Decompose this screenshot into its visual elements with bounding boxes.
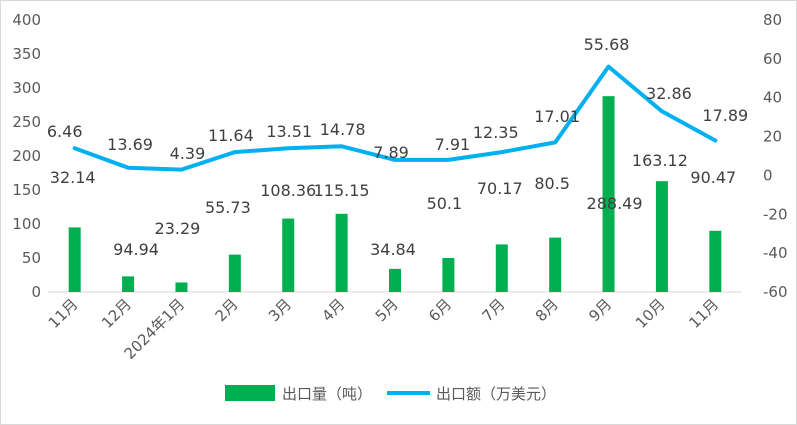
legend: 出口量（吨） 出口额（万美元） xyxy=(225,385,556,403)
bar xyxy=(175,282,188,292)
bar-data-label: 50.1 xyxy=(427,194,463,213)
bar-data-label: 90.47 xyxy=(690,168,736,187)
y-right-tick-label: -40 xyxy=(763,244,788,262)
bar xyxy=(495,244,508,292)
y-right-tick-label: -60 xyxy=(763,283,788,301)
y-right-tick-label: 20 xyxy=(763,128,782,146)
x-tick-label: 2月 xyxy=(212,295,242,325)
x-tick-label: 3月 xyxy=(265,295,295,325)
line-data-label: 12.35 xyxy=(473,123,519,142)
line-data-label: 7.89 xyxy=(373,143,409,162)
y-left-tick-label: 300 xyxy=(12,79,41,97)
line-data-label: 17.01 xyxy=(534,107,580,126)
line-data-label: 13.51 xyxy=(266,122,312,141)
bar-data-label: 32.14 xyxy=(50,168,96,187)
y-left-tick-label: 100 xyxy=(12,215,41,233)
y-left-tick-label: 50 xyxy=(22,249,41,267)
bar-data-label: 80.5 xyxy=(534,174,570,193)
bar xyxy=(709,230,722,292)
x-tick-label: 9月 xyxy=(585,295,615,325)
legend-label-bar: 出口量（吨） xyxy=(282,385,372,403)
x-tick-label: 7月 xyxy=(479,295,509,325)
x-tick-label: 6月 xyxy=(425,295,455,325)
bar-series xyxy=(68,96,722,292)
x-tick-label: 11月 xyxy=(685,295,722,332)
bar xyxy=(228,254,241,292)
bar xyxy=(68,227,81,292)
bar-data-label: 94.94 xyxy=(113,240,159,259)
line-data-label: 14.78 xyxy=(320,120,366,139)
x-tick-label: 10月 xyxy=(632,295,669,332)
bar-data-label: 70.17 xyxy=(477,179,523,198)
legend-label-line: 出口额（万美元） xyxy=(436,385,556,403)
line-data-label: 4.39 xyxy=(170,144,206,163)
legend-swatch-bar xyxy=(225,385,275,401)
y-left-tick-label: 350 xyxy=(12,45,41,63)
bar-data-label: 23.29 xyxy=(155,219,201,238)
bar-data-label: 55.73 xyxy=(205,198,251,217)
bar xyxy=(442,258,455,292)
line-data-label: 55.68 xyxy=(584,35,630,54)
line-data-label: 11.64 xyxy=(208,126,254,145)
y-left-tick-label: 0 xyxy=(31,283,41,301)
x-tick-label: 8月 xyxy=(532,295,562,325)
bar-data-label: 108.36 xyxy=(260,181,316,200)
line-data-label: 7.91 xyxy=(435,135,471,154)
y-left-tick-label: 400 xyxy=(12,11,41,29)
x-tick-label: 11月 xyxy=(45,295,82,332)
bar xyxy=(655,181,668,292)
line-data-label: 17.89 xyxy=(702,106,748,125)
bar-data-label: 288.49 xyxy=(587,194,643,213)
y-right-tick-label: 80 xyxy=(763,11,782,29)
y-left-tick-label: 200 xyxy=(12,147,41,165)
bar-data-label: 163.12 xyxy=(632,151,688,170)
bar xyxy=(549,237,562,292)
line-data-label: 32.86 xyxy=(646,84,692,103)
bar xyxy=(282,218,295,292)
y-right-tick-label: -20 xyxy=(763,205,788,223)
line-path xyxy=(72,64,718,172)
y-right-tick-label: 60 xyxy=(763,50,782,68)
bar-data-label: 34.84 xyxy=(370,240,416,259)
x-tick-label: 4月 xyxy=(318,295,348,325)
bar xyxy=(602,96,615,292)
y-left-tick-label: 150 xyxy=(12,181,41,199)
x-tick-label: 12月 xyxy=(98,295,135,332)
line-data-label: 6.46 xyxy=(47,122,83,141)
bar xyxy=(335,213,348,292)
bar xyxy=(389,268,401,292)
y-right-tick-label: 40 xyxy=(763,89,782,107)
y-right-tick-label: 0 xyxy=(763,166,773,184)
bar xyxy=(122,276,135,292)
axis-layer: 0 50 100 150 200 250 300 350 400 -60 -40 -20 0 20 40 60… xyxy=(12,11,787,363)
x-tick-label: 5月 xyxy=(372,295,402,325)
line-data-label: 13.69 xyxy=(107,135,153,154)
line-series xyxy=(72,64,718,172)
bar-data-label: 115.15 xyxy=(314,181,370,200)
y-left-tick-label: 250 xyxy=(12,113,41,131)
